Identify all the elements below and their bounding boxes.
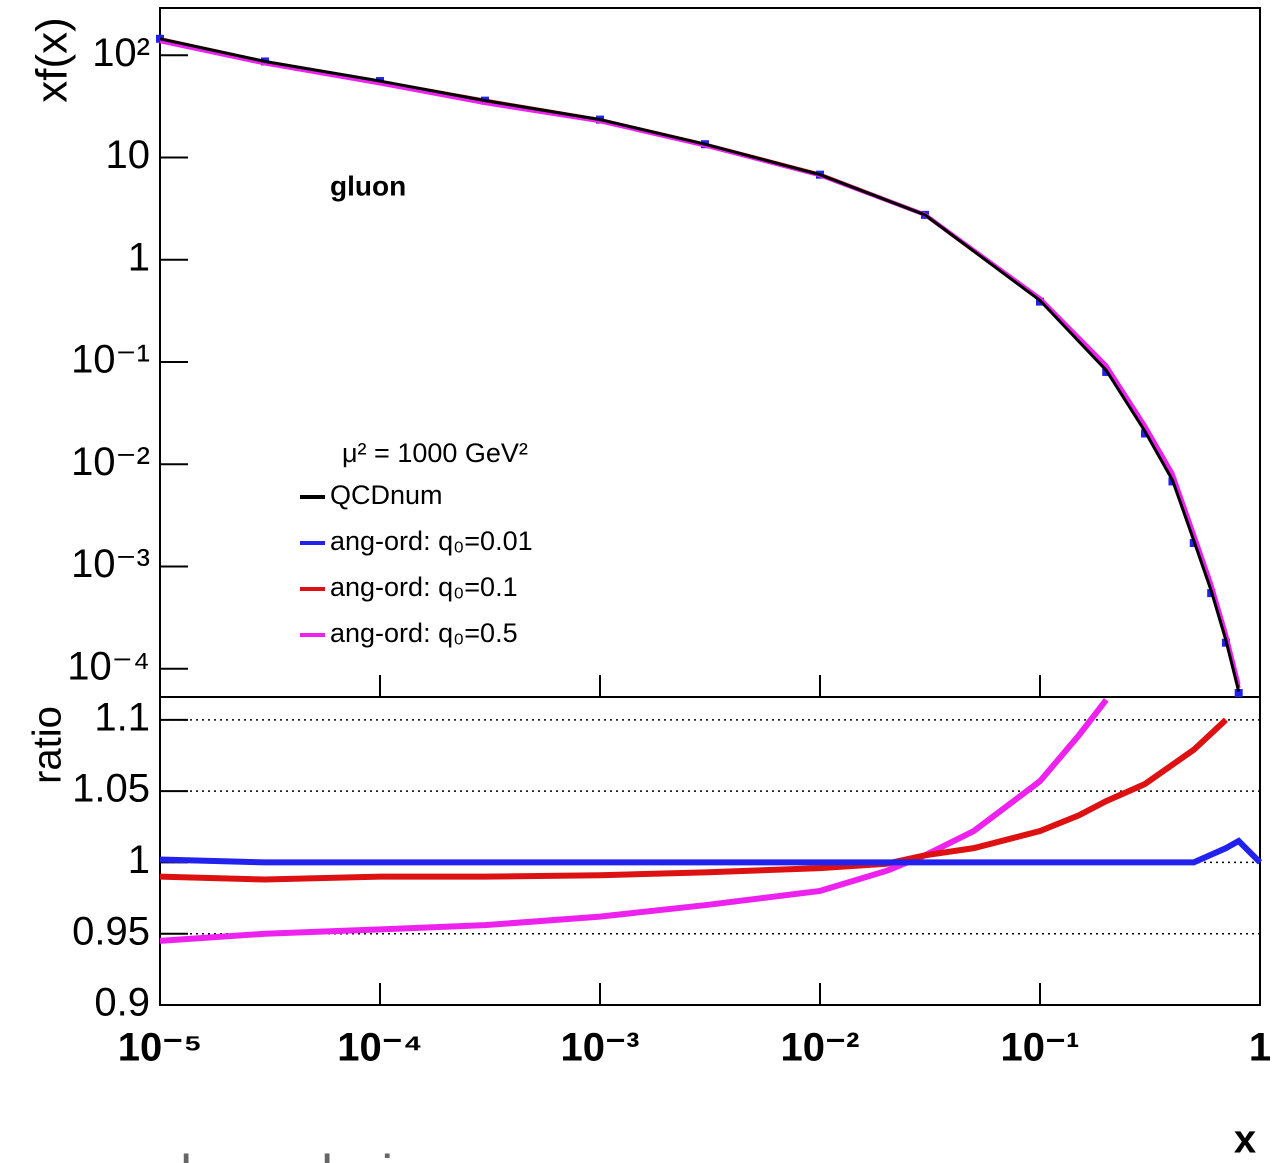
y-tick-label: 1.1 [94, 695, 150, 739]
y-tick-label: 0.95 [72, 909, 150, 953]
x-tick-label: 1 [1249, 1026, 1271, 1070]
y-tick-label: 1 [128, 838, 150, 882]
data-line [159, 837, 1263, 866]
y-tick-label: 10⁻² [71, 440, 150, 484]
y-tick-label: 0.9 [94, 981, 150, 1025]
y-tick-label: 10² [92, 31, 150, 75]
y-axis-label: xf(x) [28, 17, 77, 103]
y-tick-label: 10⁻³ [71, 542, 150, 586]
x-axis-label: x [1234, 1118, 1256, 1162]
legend-label: ang-ord: q₀=0.5 [330, 618, 518, 648]
x-tick-label: 10⁻³ [561, 1026, 640, 1070]
legend-title: μ² = 1000 GeV² [342, 438, 528, 468]
data-line [159, 698, 1109, 944]
legend-label: ang-ord: q₀=0.01 [330, 526, 533, 556]
y-tick-label: 1.05 [72, 767, 150, 811]
x-tick-label: 10⁻⁴ [337, 1026, 422, 1070]
x-tick-label: 10⁻¹ [1001, 1026, 1080, 1070]
legend-label: QCDnum [330, 480, 443, 510]
y-tick-label: 10⁻⁴ [67, 644, 150, 688]
footer-text: angular ordering: [60, 1144, 468, 1163]
y-axis-label: ratio [26, 706, 70, 784]
ratio-frame [159, 696, 1261, 1006]
annotation: gluon [330, 170, 406, 201]
data-point [1234, 688, 1243, 697]
x-tick-label: 10⁻⁵ [118, 1026, 202, 1070]
y-tick-label: 10 [106, 133, 151, 177]
data-line [159, 717, 1228, 883]
data-line [159, 37, 1241, 692]
legend-label: ang-ord: q₀=0.1 [330, 572, 518, 602]
x-tick-label: 10⁻² [781, 1026, 860, 1070]
y-tick-label: 10⁻¹ [71, 338, 150, 382]
y-tick-label: 1 [128, 235, 150, 279]
